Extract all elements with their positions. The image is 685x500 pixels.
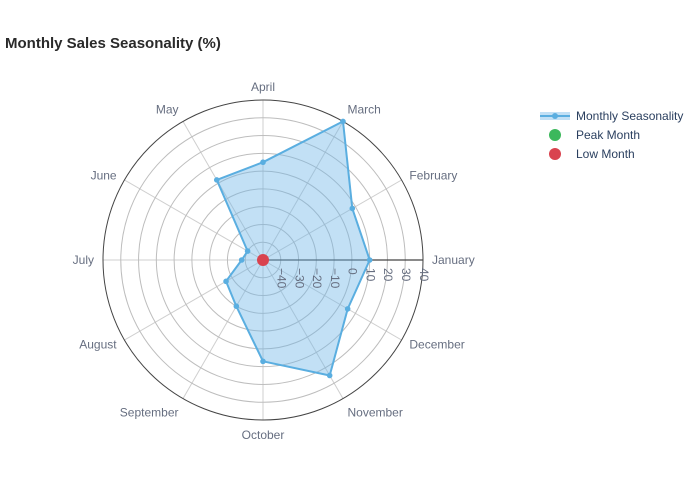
low-dot-icon <box>540 147 570 161</box>
legend-item-low[interactable]: Low Month <box>540 144 683 163</box>
angular-label-may: May <box>156 103 179 117</box>
radial-tick-label: 10 <box>364 268 378 282</box>
angular-gridline <box>182 259 264 399</box>
data-point-august <box>223 278 229 285</box>
data-point-june <box>244 248 251 254</box>
legend-item-series[interactable]: Monthly Seasonality <box>540 106 683 125</box>
angular-label-july: July <box>73 253 94 267</box>
data-point-march <box>340 118 346 125</box>
data-point-february <box>349 205 356 212</box>
data-point-may <box>213 177 220 183</box>
angular-label-february: February <box>409 169 457 183</box>
angular-label-august: August <box>79 338 117 352</box>
legend-label-series: Monthly Seasonality <box>576 108 684 123</box>
data-point-november <box>326 372 333 379</box>
legend-label-low: Low Month <box>576 146 635 161</box>
angular-label-march: March <box>348 103 381 117</box>
angular-gridline <box>182 121 264 261</box>
angular-gridline <box>124 259 264 341</box>
line-swatch-icon <box>540 109 570 123</box>
radial-tick-label: −40 <box>275 268 289 289</box>
data-point-september <box>233 303 240 309</box>
angular-label-november: November <box>348 405 403 419</box>
angular-gridline <box>262 259 402 341</box>
legend-label-peak: Peak Month <box>576 127 641 142</box>
radial-tick-label: 40 <box>417 268 431 282</box>
angular-label-june: June <box>91 169 117 183</box>
legend-item-peak[interactable]: Peak Month <box>540 125 683 144</box>
axis-labels: January February March April May June July Augu… <box>73 80 475 442</box>
data-point-october <box>260 358 266 365</box>
angular-label-december: December <box>409 338 464 352</box>
low-month-marker <box>257 254 269 266</box>
data-point-january <box>366 257 373 263</box>
peak-dot-icon <box>540 128 570 142</box>
radial-tick-label: −10 <box>328 268 342 289</box>
angular-gridline <box>262 121 344 261</box>
data-point-april <box>260 159 266 166</box>
angular-label-september: September <box>120 405 179 419</box>
legend: Monthly Seasonality Peak Month Low Month <box>540 106 683 163</box>
radial-tick-label: −20 <box>310 268 324 289</box>
chart-title: Monthly Sales Seasonality (%) <box>5 35 221 52</box>
angular-label-october: October <box>242 428 285 442</box>
angular-gridline <box>262 179 402 261</box>
radial-tick-label: −30 <box>292 268 306 289</box>
angular-label-january: January <box>432 253 475 267</box>
radial-tick-label: 30 <box>399 268 413 282</box>
data-point-december <box>344 306 351 312</box>
angular-gridline <box>124 179 264 261</box>
radial-tick-label: 0 <box>346 268 360 275</box>
angular-label-april: April <box>251 80 275 94</box>
radial-tick-label: 20 <box>381 268 395 282</box>
series-layer <box>213 118 373 379</box>
data-point-july <box>238 257 245 263</box>
